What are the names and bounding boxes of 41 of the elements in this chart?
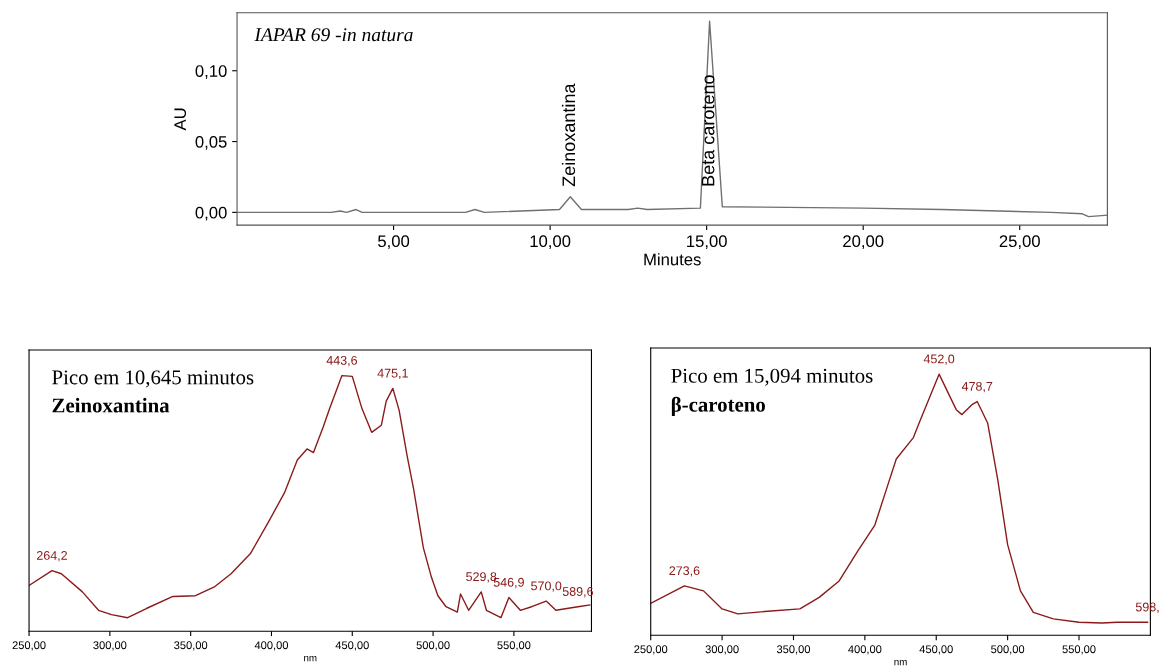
x-tick-label: 10,00 — [530, 235, 571, 250]
x-tick-label: 450,00 — [335, 641, 369, 651]
chart-title: Pico em 15,094 minutos — [671, 368, 873, 386]
x-tick-label: 20,00 — [843, 235, 884, 250]
text: Zeinoxantina — [52, 397, 170, 413]
text: IAPAR 69 -in natura — [254, 28, 413, 42]
annotation: 570,0 — [531, 581, 562, 592]
y-tick-label: 0,10 — [195, 65, 227, 79]
x-tick-label: 250,00 — [634, 645, 668, 655]
x-tick-label: 25,00 — [999, 235, 1040, 250]
x-tick-label: 5,00 — [378, 235, 410, 250]
annotation: Zeinoxantina — [561, 83, 576, 187]
x-tick-label: 500,00 — [991, 645, 1025, 655]
x-tick-label: 550,00 — [1062, 645, 1096, 655]
annotation: 475,1 — [377, 368, 408, 380]
x-tick-label: 550,00 — [497, 641, 531, 651]
annotation: Beta caroteno — [701, 75, 715, 186]
x-tick-label: 400,00 — [254, 641, 289, 651]
y-tick-label: 0,05 — [195, 135, 227, 150]
x-axis-title: nm — [894, 659, 907, 666]
annotation: 452,0 — [923, 354, 955, 365]
x-tick-label: 15,00 — [687, 235, 727, 250]
x-tick-label: 500,00 — [416, 641, 450, 651]
chart-title: Pico em 10,645 minutos — [52, 370, 254, 388]
text: β-caroteno — [671, 396, 765, 416]
annotation: 264,2 — [36, 551, 68, 562]
x-tick-label: 250,00 — [12, 641, 46, 651]
line-series — [237, 20, 1108, 218]
x-tick-label: 300,00 — [705, 645, 739, 655]
x-tick-label: 300,00 — [93, 641, 127, 651]
x-axis-title: Minutes — [644, 253, 701, 266]
y-tick-label: 0,00 — [195, 206, 227, 221]
annotation: 273,6 — [669, 566, 700, 577]
x-tick-label: 400,00 — [848, 645, 882, 655]
annotation: 478,7 — [961, 381, 993, 393]
x-axis-title: nm — [304, 655, 317, 662]
y-axis-title: AU — [174, 108, 187, 131]
x-tick-label: 350,00 — [174, 641, 208, 651]
x-tick-label: 350,00 — [776, 645, 811, 655]
annotation: 443,6 — [326, 355, 358, 367]
x-tick-label: 450,00 — [919, 645, 953, 655]
